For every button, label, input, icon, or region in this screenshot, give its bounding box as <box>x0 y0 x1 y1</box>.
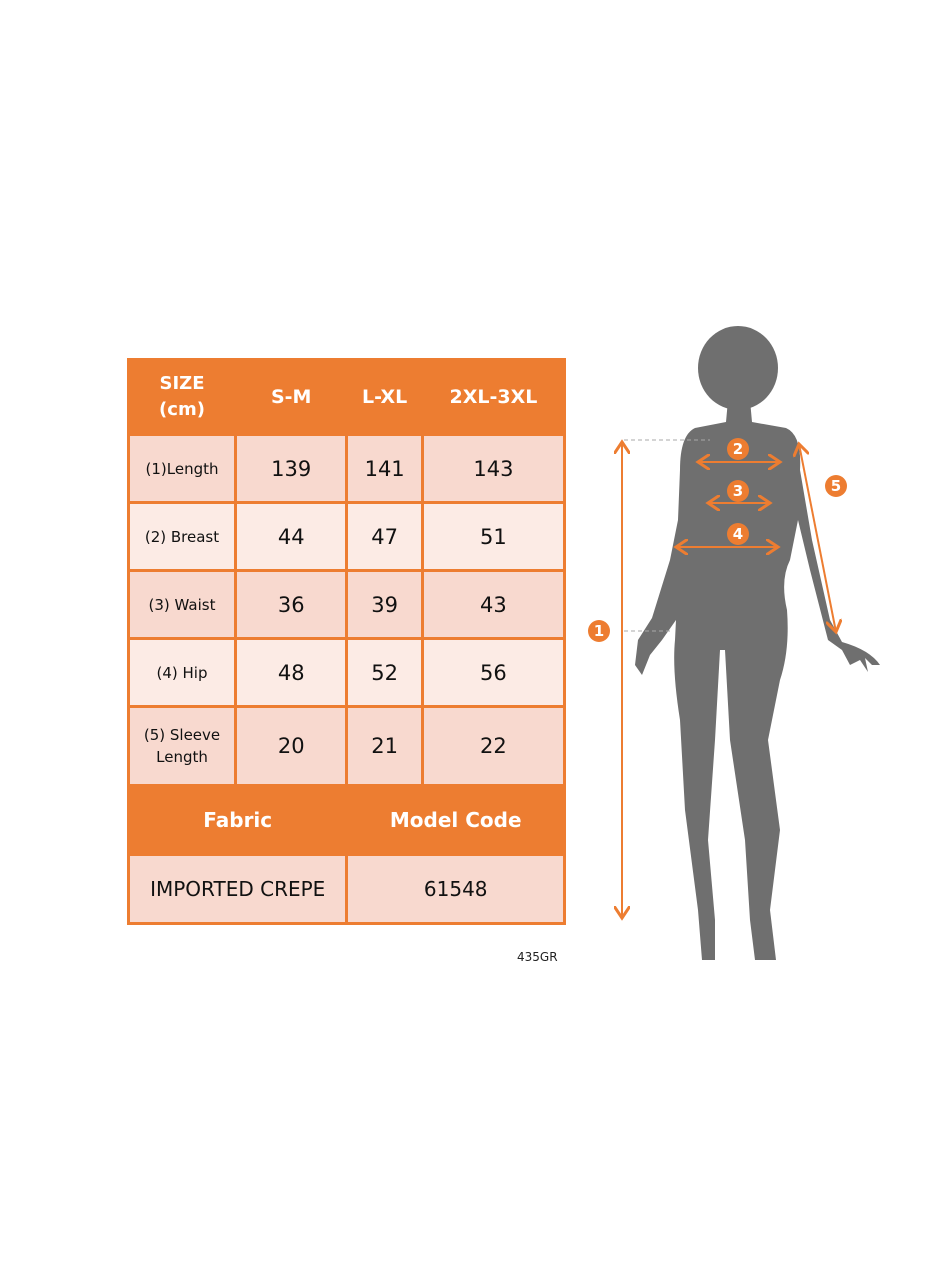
size-unit-header: SIZE (cm) <box>127 358 237 436</box>
row-label: (4) Hip <box>127 637 237 708</box>
size-header-row: SIZE (cm) S-M L-XL 2XL-3XL <box>127 358 567 436</box>
row-label: (5) Sleeve Length <box>127 705 237 787</box>
row-label: (2) Breast <box>127 501 237 572</box>
cell: 21 <box>345 705 424 787</box>
product-code: 435GR <box>517 950 558 964</box>
marker-1: 1 <box>588 620 610 642</box>
cell: 141 <box>345 433 424 504</box>
marker-4: 4 <box>727 523 749 545</box>
row-label-line: Length <box>156 748 208 766</box>
svg-text:5: 5 <box>831 477 841 495</box>
fabric-header: Fabric <box>126 784 349 856</box>
cell: 56 <box>420 637 567 708</box>
svg-text:3: 3 <box>733 482 743 500</box>
cell: 22 <box>420 705 567 787</box>
table-row: (4) Hip 48 52 56 <box>127 637 567 708</box>
marker-2: 2 <box>727 438 749 460</box>
cell: 52 <box>345 637 424 708</box>
cell: 48 <box>233 637 349 708</box>
unit-label: (cm) <box>159 399 205 420</box>
fabric-value: IMPORTED CREPE <box>126 853 349 925</box>
cell: 143 <box>420 433 567 504</box>
cell: 47 <box>345 501 424 572</box>
row-label: (3) Waist <box>127 569 237 640</box>
cell: 139 <box>233 433 349 504</box>
model-code-value: 61548 <box>345 853 566 925</box>
cell: 44 <box>233 501 349 572</box>
table-row: (3) Waist 36 39 43 <box>127 569 567 640</box>
cell: 20 <box>233 705 349 787</box>
svg-text:2: 2 <box>733 440 743 458</box>
fabric-header-row: Fabric Model Code <box>126 784 566 856</box>
table-row: (5) Sleeve Length 20 21 22 <box>127 705 567 787</box>
size-label: SIZE <box>159 373 205 394</box>
table-row: (2) Breast 44 47 51 <box>127 501 567 572</box>
fabric-value-row: IMPORTED CREPE 61548 <box>126 853 566 925</box>
size-header: S-M <box>233 358 349 436</box>
size-chart-table: SIZE (cm) S-M L-XL 2XL-3XL (1)Length 139 … <box>126 358 567 925</box>
marker-5: 5 <box>825 475 847 497</box>
model-code-header: Model Code <box>345 784 566 856</box>
size-header: L-XL <box>345 358 424 436</box>
size-header: 2XL-3XL <box>420 358 567 436</box>
sleeve-arrow <box>799 444 836 632</box>
cell: 39 <box>345 569 424 640</box>
cell: 43 <box>420 569 567 640</box>
row-label-line: (5) Sleeve <box>143 726 221 744</box>
cell: 51 <box>420 501 567 572</box>
svg-text:1: 1 <box>594 622 604 640</box>
marker-3: 3 <box>727 480 749 502</box>
table-row: (1)Length 139 141 143 <box>127 433 567 504</box>
svg-text:4: 4 <box>733 525 743 543</box>
woman-silhouette <box>635 326 880 960</box>
cell: 36 <box>233 569 349 640</box>
row-label: (1)Length <box>127 433 237 504</box>
body-measurement-figure: 1 2 3 4 5 <box>588 326 880 960</box>
